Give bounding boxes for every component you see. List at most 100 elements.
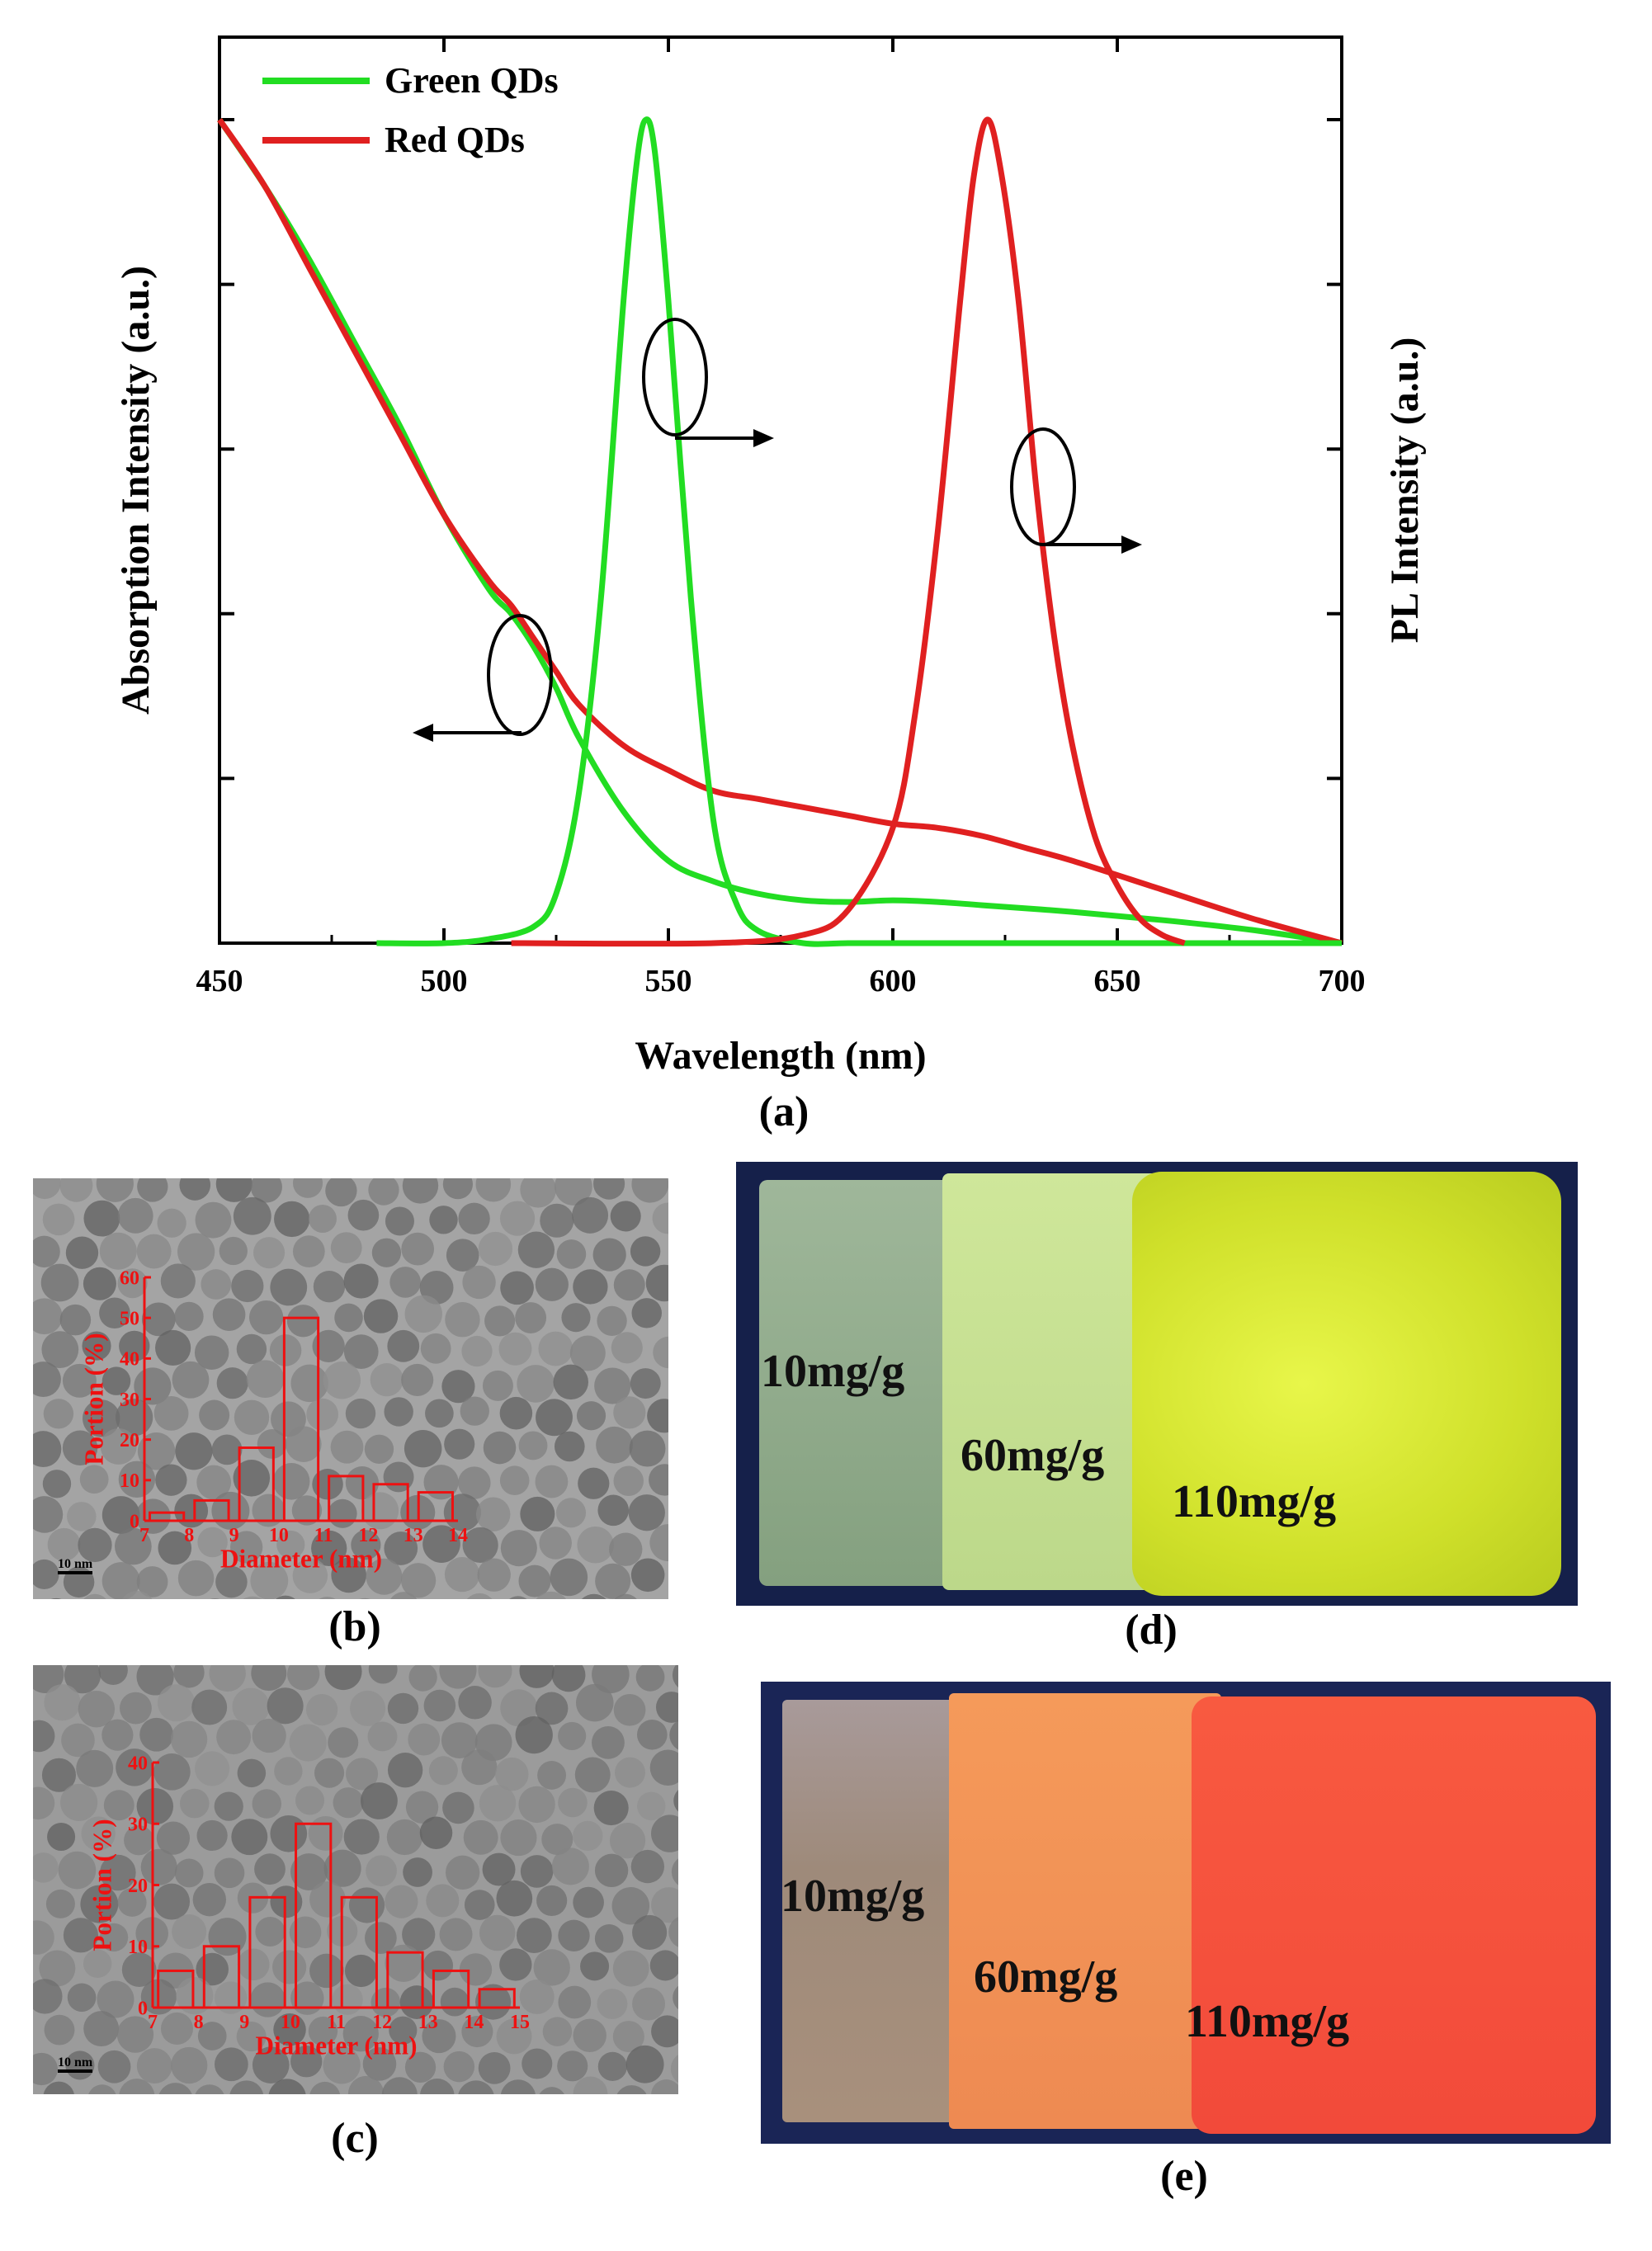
nanoparticle (576, 1683, 614, 1722)
nanoparticle (381, 2077, 418, 2094)
nanoparticle (306, 1398, 338, 1431)
y-axis-title-left: Absorption Intensity (a.u.) (114, 266, 158, 715)
nanoparticle (535, 1465, 569, 1498)
nanoparticle (462, 1527, 498, 1564)
nanoparticle (81, 1816, 116, 1851)
nanoparticle (124, 1825, 154, 1856)
nanoparticle (137, 1432, 176, 1470)
nanoparticle (323, 1361, 361, 1399)
nanoparticle (673, 1790, 678, 1812)
nanoparticle (250, 1561, 289, 1599)
nanoparticle (83, 1200, 120, 1237)
nanoparticle (47, 1822, 76, 1851)
hist-y-axis-title: Portion (%) (88, 1819, 117, 1951)
hist-y-tick-label: 20 (128, 1876, 148, 1897)
nanoparticle (423, 1465, 459, 1500)
nanoparticle (594, 1853, 629, 1888)
nanoparticle (535, 1267, 569, 1301)
nanoparticle (404, 1295, 442, 1333)
nanoparticle (362, 2047, 397, 2081)
nanoparticle (63, 1918, 99, 1953)
nanoparticle (194, 1335, 229, 1370)
nanoparticle (441, 1370, 475, 1404)
nanoparticle (292, 1558, 328, 1593)
nanoparticle (33, 2052, 58, 2086)
nanoparticle (269, 1334, 302, 1366)
nanoparticle (289, 1724, 327, 1762)
nanoparticle (230, 1531, 263, 1564)
nanoparticle (630, 1849, 665, 1884)
nanoparticle (482, 1852, 516, 1886)
nanoparticle (475, 1178, 512, 1202)
nanoparticle (82, 1331, 111, 1361)
nanoparticle (572, 1196, 609, 1234)
nanoparticle (136, 1787, 174, 1825)
hist-x-tick-label: 13 (418, 2012, 438, 2033)
nanoparticle (364, 1434, 394, 1464)
nanoparticle (625, 2045, 664, 2083)
nanoparticle (366, 1558, 403, 1595)
nanoparticle (500, 2079, 536, 2094)
nanoparticle (276, 1530, 305, 1560)
nanoparticle (519, 1665, 555, 1688)
hist-y-tick-label: 40 (128, 1753, 148, 1774)
nanoparticle (267, 1687, 304, 1725)
nanoparticle (554, 1431, 585, 1462)
nanoparticle (199, 1399, 230, 1431)
nanoparticle (58, 1851, 97, 1890)
hist-x-tick-label: 14 (448, 1525, 468, 1546)
nanoparticle (649, 1749, 678, 1786)
nanoparticle (101, 1496, 140, 1534)
nanoparticle (342, 2016, 379, 2052)
nanoparticle (97, 1980, 135, 2018)
nanoparticle (97, 2050, 131, 2083)
nanoparticle (408, 1665, 437, 1692)
nanoparticle (351, 1530, 381, 1560)
nanoparticle (216, 1720, 252, 1755)
nanoparticle (196, 1465, 231, 1500)
nanoparticle (363, 1299, 399, 1333)
nanoparticle (236, 1333, 267, 1365)
nanoparticle (670, 2055, 678, 2083)
nanoparticle (370, 1363, 404, 1397)
nanoparticle (255, 1916, 286, 1947)
tem-image-green: 0 10 20 30 40 50 60 7 8 9 10 11 12 13 14 Portion (%) Dia… (33, 1178, 668, 1599)
hist-x-tick-label: 11 (327, 2012, 346, 2033)
hist-x-tick-label: 7 (148, 2012, 158, 2033)
plot-frame (218, 35, 1343, 945)
hist-bar (193, 1498, 230, 1522)
nanoparticle (276, 1595, 295, 1599)
nanoparticle (243, 1596, 262, 1599)
nanoparticle (197, 1527, 228, 1558)
spectra-chart: 450 500 550 600 650 700 Green QDs Red QDs Wav… (114, 35, 1427, 1078)
nanoparticle (33, 1786, 55, 1820)
nanoparticle (401, 1232, 435, 1266)
hist-x-tick-label: 10 (281, 2012, 300, 2033)
nanoparticle (231, 1269, 264, 1303)
nanoparticle (442, 1791, 474, 1824)
nanoparticle (609, 1823, 646, 1859)
nanoparticle (558, 1787, 588, 1818)
nanoparticle (441, 1722, 478, 1759)
nanoparticle (246, 1360, 285, 1398)
x-axis-title: Wavelength (nm) (635, 1034, 926, 1078)
nanoparticle (117, 1887, 147, 1917)
nanoparticle (500, 1530, 537, 1567)
nanoparticle (272, 1463, 310, 1500)
nanoparticle (153, 1753, 191, 1791)
nanoparticle (651, 2079, 678, 2094)
nanoparticle (98, 1665, 128, 1685)
nanoparticle (257, 1428, 287, 1459)
nanoparticle (343, 1819, 380, 1855)
nanoparticle (609, 1532, 643, 1566)
nanoparticle (649, 1524, 668, 1562)
nanoparticle (371, 1238, 402, 1267)
nanoparticle (425, 1399, 454, 1428)
nanoparticle (539, 1527, 572, 1560)
hist-x-tick-label: 9 (229, 1525, 239, 1546)
nanoparticle (597, 2051, 627, 2081)
hist-bar (282, 1316, 320, 1522)
nanoparticle (33, 1361, 61, 1398)
nanoparticle (210, 1598, 220, 1599)
nanoparticle (172, 1361, 210, 1399)
